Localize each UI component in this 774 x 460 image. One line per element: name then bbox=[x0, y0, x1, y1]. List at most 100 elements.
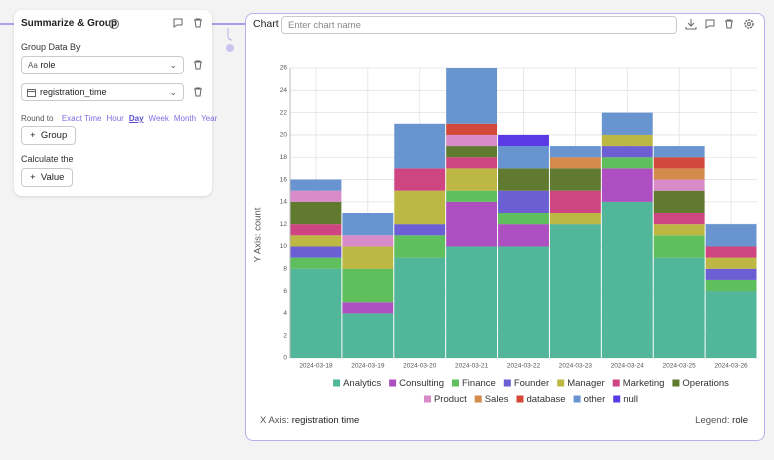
y-tick-label: 10 bbox=[280, 243, 288, 250]
time-select[interactable]: registration_time ⌄ bbox=[21, 83, 184, 101]
help-icon[interactable]: ? bbox=[108, 18, 120, 30]
x-tick-label: 2024-03-23 bbox=[559, 363, 593, 370]
download-icon[interactable] bbox=[685, 19, 697, 30]
bar-segment bbox=[342, 235, 394, 247]
bar-segment bbox=[290, 179, 342, 191]
round-option[interactable]: Week bbox=[148, 114, 169, 123]
bar-segment bbox=[290, 224, 342, 236]
round-option[interactable]: Exact Time bbox=[61, 114, 102, 123]
summarize-node: Summarize & Group ? Group Data By Aa rol… bbox=[14, 10, 217, 196]
delete-icon[interactable] bbox=[192, 59, 204, 71]
y-tick-label: 26 bbox=[280, 65, 288, 72]
bar-segment bbox=[446, 168, 498, 191]
legend-item: Finance bbox=[452, 378, 496, 389]
comment-icon[interactable] bbox=[172, 17, 184, 29]
settings-icon[interactable] bbox=[744, 19, 754, 29]
bar-segment bbox=[549, 168, 601, 191]
delete-icon[interactable] bbox=[192, 17, 204, 29]
legend-item: null bbox=[613, 394, 638, 405]
bar-segment bbox=[549, 190, 601, 213]
legend-item: Manager bbox=[557, 378, 605, 389]
bar-segment bbox=[653, 235, 705, 258]
calculate-label: Calculate the bbox=[21, 154, 74, 164]
x-tick-label: 2024-03-20 bbox=[403, 363, 437, 370]
y-tick-label: 12 bbox=[280, 221, 288, 228]
bar-segment bbox=[342, 246, 394, 269]
delete-icon[interactable] bbox=[725, 19, 733, 29]
bar-segment bbox=[601, 134, 653, 147]
round-option[interactable]: Hour bbox=[106, 114, 124, 123]
legend-swatch bbox=[503, 379, 511, 387]
round-option[interactable]: Day bbox=[128, 114, 144, 123]
x-tick-label: 2024-03-24 bbox=[611, 363, 645, 370]
svg-text:?: ? bbox=[112, 21, 116, 28]
bar-segment bbox=[705, 291, 757, 358]
x-tick-label: 2024-03-26 bbox=[714, 363, 748, 370]
chart-name-input[interactable]: Enter chart name bbox=[281, 16, 677, 34]
bar-segment bbox=[394, 224, 446, 236]
legend-prefix: Legend: bbox=[695, 415, 730, 426]
y-tick-label: 16 bbox=[280, 176, 288, 183]
bar-segment bbox=[705, 268, 757, 280]
bar-segment bbox=[498, 246, 549, 358]
bar-segment bbox=[653, 157, 705, 169]
bar-segment bbox=[549, 213, 601, 225]
bar-segment bbox=[446, 190, 498, 202]
y-tick-label: 6 bbox=[283, 288, 287, 295]
y-tick-label: 0 bbox=[283, 355, 287, 362]
legend-item: Operations bbox=[672, 378, 729, 389]
add-group-button[interactable]: + Group bbox=[21, 126, 77, 145]
bar-segment bbox=[498, 134, 549, 147]
round-label: Round to bbox=[21, 114, 54, 123]
group-select[interactable]: Aa role ⌄ bbox=[21, 56, 184, 74]
comment-icon[interactable] bbox=[705, 19, 715, 29]
time-field: registration_time bbox=[40, 87, 107, 97]
legend-swatch bbox=[613, 395, 621, 403]
button-text: Value bbox=[40, 172, 65, 183]
y-tick-label: 20 bbox=[280, 132, 288, 139]
bar-segment bbox=[549, 224, 601, 358]
legend-item: other bbox=[573, 394, 606, 405]
bar-segment bbox=[342, 213, 394, 236]
legend-label: Product bbox=[434, 394, 467, 405]
legend-swatch bbox=[333, 379, 341, 387]
x-tick-label: 2024-03-22 bbox=[507, 363, 541, 370]
legend-label: other bbox=[584, 394, 606, 405]
legend-swatch bbox=[423, 395, 431, 403]
x-tick-label: 2024-03-18 bbox=[299, 363, 333, 370]
bar-segment bbox=[290, 268, 342, 358]
legend-item: Founder bbox=[503, 378, 549, 389]
round-option[interactable]: Month bbox=[173, 114, 197, 123]
legend-label: Analytics bbox=[343, 378, 381, 389]
round-option[interactable]: Year bbox=[201, 114, 218, 123]
bar-segment bbox=[498, 146, 549, 169]
bar-segment bbox=[394, 257, 446, 358]
add-value-button[interactable]: + Value bbox=[21, 168, 74, 187]
bar-segment bbox=[705, 257, 757, 269]
bar-segment bbox=[549, 146, 601, 158]
group-field: role bbox=[40, 60, 56, 70]
y-tick-label: 24 bbox=[280, 87, 288, 94]
legend-item: Consulting bbox=[389, 378, 444, 389]
x-tick-label: 2024-03-19 bbox=[351, 363, 385, 370]
legend-item: Marketing bbox=[612, 378, 665, 389]
x-axis-footer: X Axis: registration time bbox=[260, 415, 359, 426]
bar-segment bbox=[446, 201, 498, 247]
bar-segment bbox=[653, 257, 705, 358]
y-tick-label: 8 bbox=[283, 265, 287, 272]
bar-segment bbox=[342, 313, 394, 358]
legend-swatch bbox=[452, 379, 459, 387]
bar-segment bbox=[446, 157, 498, 169]
delete-icon[interactable] bbox=[192, 86, 204, 98]
bar-segment bbox=[290, 190, 342, 202]
bar-segment bbox=[342, 302, 394, 314]
legend-swatch bbox=[474, 395, 482, 403]
legend-label: Marketing bbox=[623, 378, 665, 389]
bar-segment bbox=[653, 146, 705, 158]
chart-node-title: Chart bbox=[253, 18, 279, 30]
legend-item: Sales bbox=[474, 394, 509, 405]
bar-segment bbox=[342, 268, 394, 303]
